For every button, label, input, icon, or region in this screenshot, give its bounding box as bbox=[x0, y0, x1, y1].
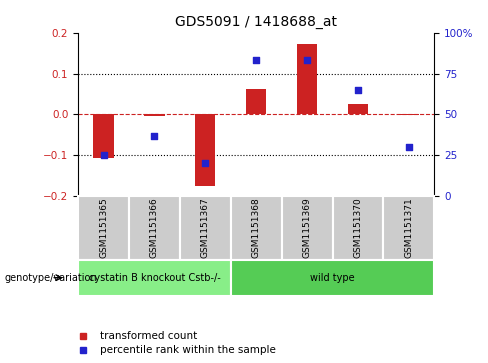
Bar bbox=[399, 114, 419, 115]
Bar bbox=[180, 196, 231, 260]
Text: GSM1151370: GSM1151370 bbox=[353, 197, 363, 258]
Text: GSM1151366: GSM1151366 bbox=[150, 197, 159, 258]
Text: GSM1151369: GSM1151369 bbox=[303, 197, 312, 258]
Point bbox=[252, 57, 260, 63]
Bar bbox=[282, 196, 332, 260]
Point bbox=[202, 160, 209, 166]
Text: genotype/variation: genotype/variation bbox=[5, 273, 98, 283]
Text: cystatin B knockout Cstb-/-: cystatin B knockout Cstb-/- bbox=[88, 273, 220, 283]
Bar bbox=[332, 196, 384, 260]
Text: GSM1151367: GSM1151367 bbox=[201, 197, 210, 258]
Point bbox=[100, 152, 107, 158]
Bar bbox=[129, 196, 180, 260]
Bar bbox=[195, 114, 216, 186]
Point bbox=[405, 144, 413, 150]
Point bbox=[303, 57, 311, 63]
Text: wild type: wild type bbox=[310, 273, 355, 283]
Bar bbox=[246, 89, 266, 114]
Bar bbox=[231, 196, 282, 260]
Point bbox=[150, 132, 158, 138]
Bar bbox=[231, 260, 434, 296]
Bar bbox=[384, 196, 434, 260]
Text: percentile rank within the sample: percentile rank within the sample bbox=[100, 345, 276, 355]
Bar bbox=[78, 260, 231, 296]
Title: GDS5091 / 1418688_at: GDS5091 / 1418688_at bbox=[175, 15, 337, 29]
Text: GSM1151368: GSM1151368 bbox=[252, 197, 261, 258]
Bar bbox=[144, 114, 164, 117]
Text: GSM1151365: GSM1151365 bbox=[99, 197, 108, 258]
Text: transformed count: transformed count bbox=[100, 331, 197, 341]
Point bbox=[354, 87, 362, 93]
Bar bbox=[297, 44, 317, 114]
Bar bbox=[93, 114, 114, 158]
Text: GSM1151371: GSM1151371 bbox=[405, 197, 413, 258]
Bar bbox=[78, 196, 129, 260]
Bar bbox=[348, 104, 368, 114]
